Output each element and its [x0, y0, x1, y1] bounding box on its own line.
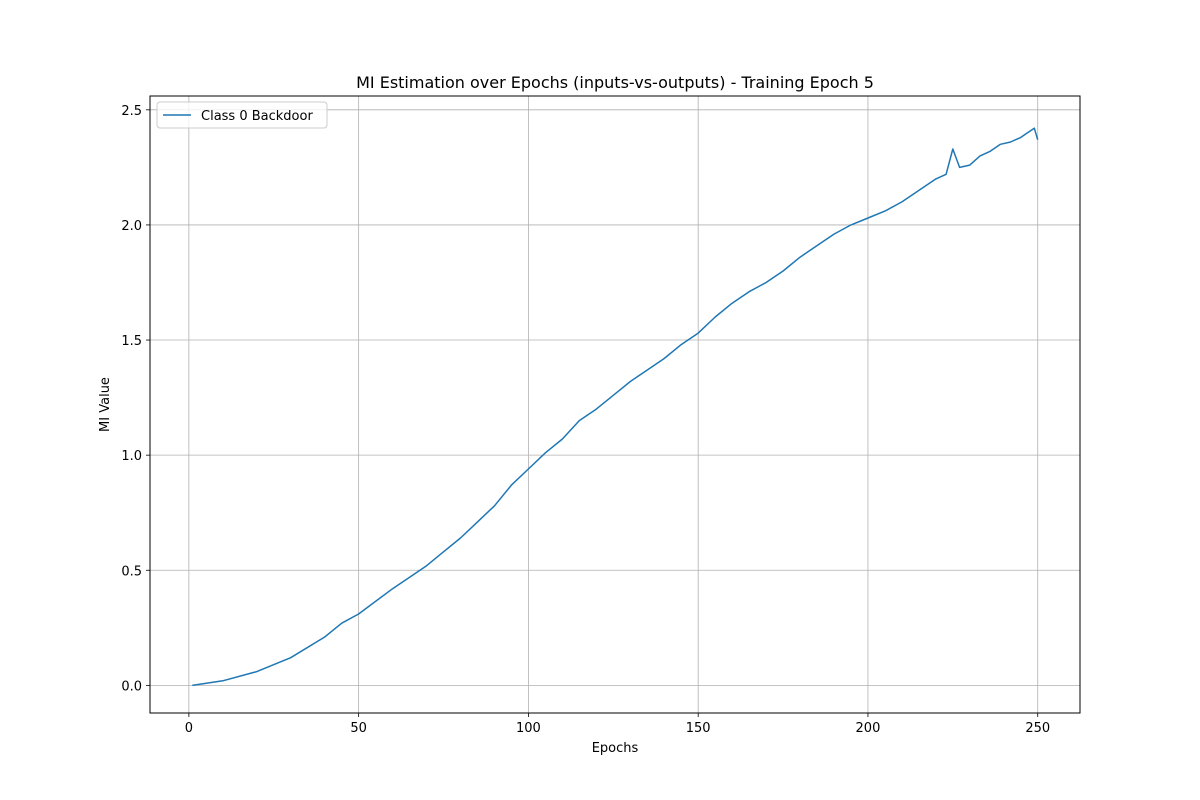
- y-tick-label: 0.5: [121, 564, 142, 579]
- series-layer: [192, 127, 1039, 687]
- y-tick-label: 0.0: [121, 679, 142, 694]
- x-tick-label: 50: [350, 721, 367, 736]
- y-tick-label: 2.0: [121, 219, 142, 234]
- chart-title: MI Estimation over Epochs (inputs-vs-out…: [356, 73, 874, 92]
- legend-label: Class 0 Backdoor: [201, 109, 313, 124]
- series-line: [192, 127, 1039, 687]
- y-tick-label: 1.0: [121, 449, 142, 464]
- x-tick-label: 100: [516, 721, 541, 736]
- y-tick-label: 1.5: [121, 334, 142, 349]
- legend-box: [156, 101, 328, 129]
- x-tick-label: 250: [1025, 721, 1050, 736]
- x-tick-label: 0: [185, 721, 193, 736]
- plot-frame: [149, 95, 1081, 714]
- x-tick-label: 150: [686, 721, 711, 736]
- legend: Class 0 Backdoor: [156, 101, 328, 129]
- grid: [150, 96, 1080, 713]
- x-axis-label: Epochs: [592, 741, 639, 756]
- ticks: 0 50 100 150 200 250 0.0 0.5 1.0 1.5 2.0 2.5: [121, 104, 1050, 736]
- y-tick-label: 2.5: [121, 104, 142, 119]
- x-tick-label: 200: [856, 721, 881, 736]
- y-axis-label: MI Value: [98, 377, 113, 432]
